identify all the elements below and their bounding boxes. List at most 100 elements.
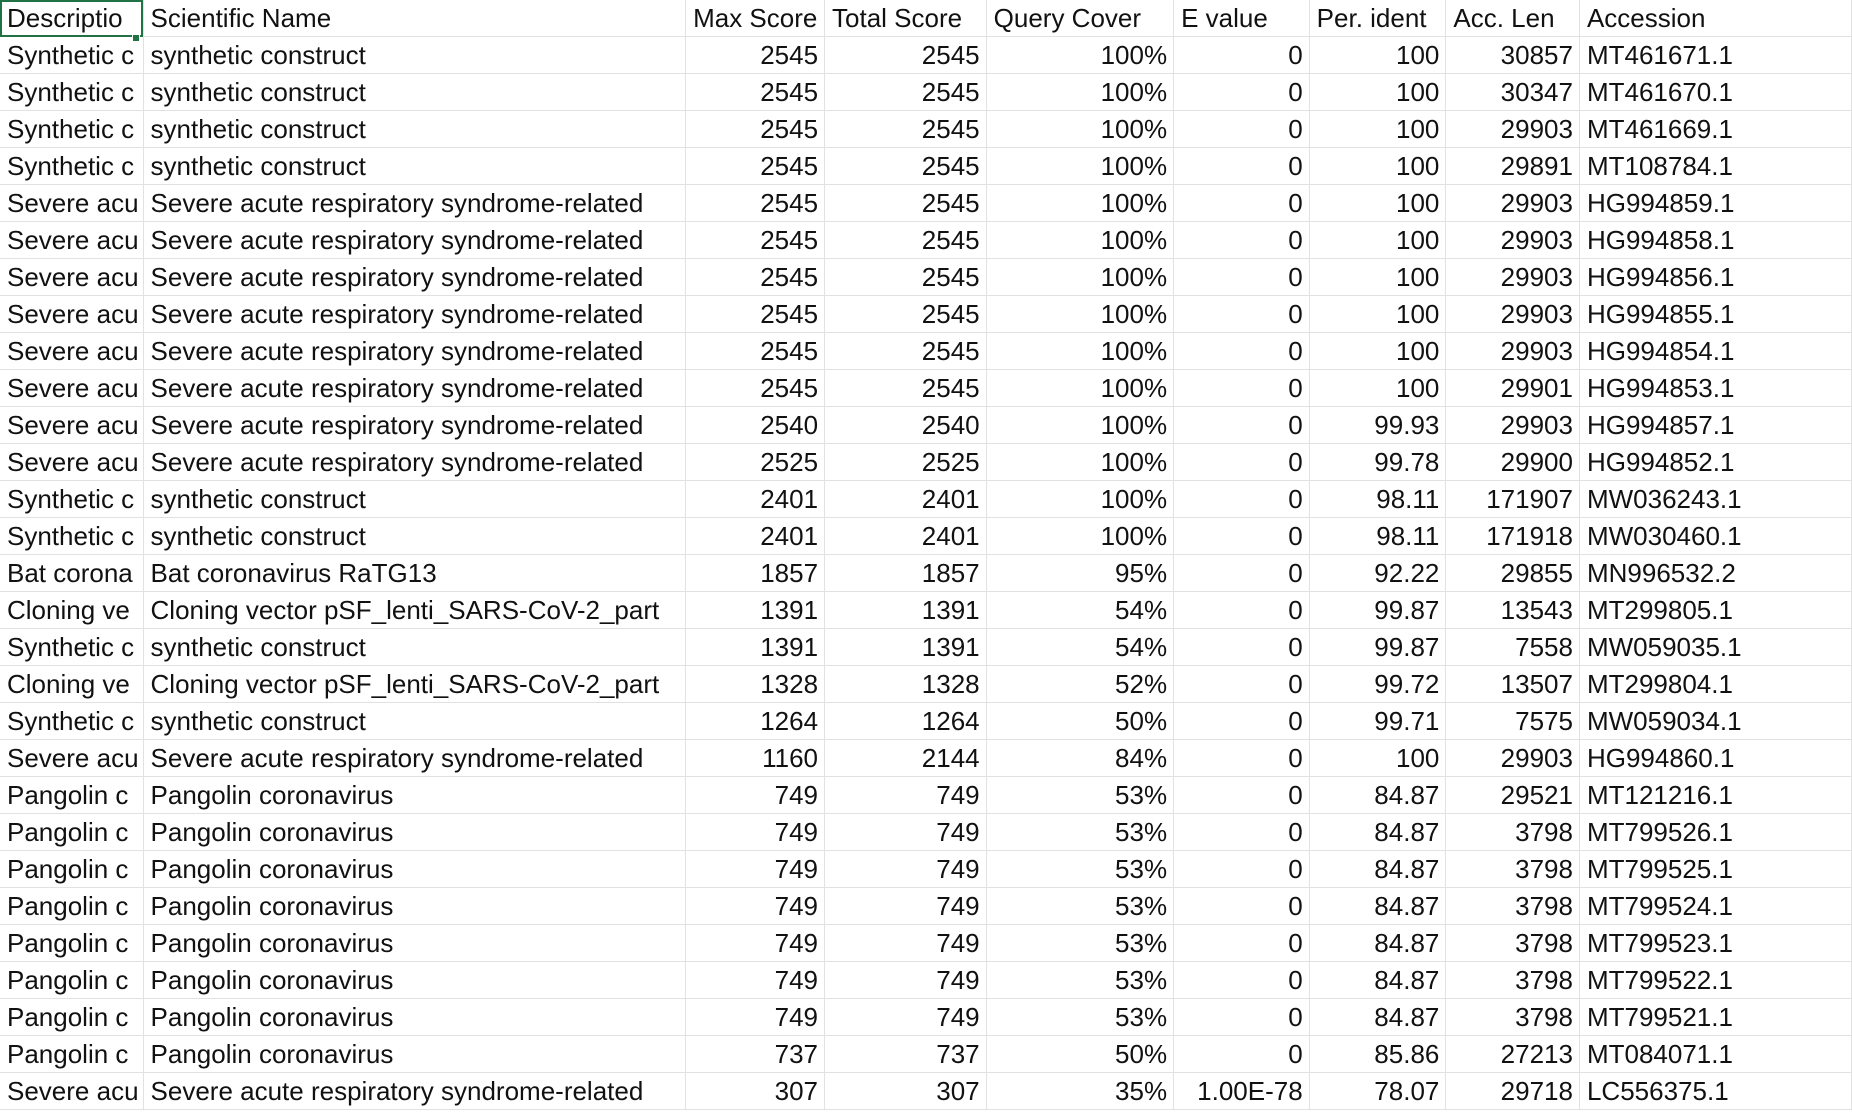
cell-description[interactable]: Severe acu (0, 295, 144, 333)
cell-accession[interactable]: MT799525.1 (1579, 850, 1852, 888)
cell-per-ident[interactable]: 84.87 (1309, 887, 1447, 925)
cell-total-score[interactable]: 1328 (824, 665, 987, 703)
cell-total-score[interactable]: 749 (824, 924, 987, 962)
cell-description[interactable]: Pangolin c (0, 850, 144, 888)
cell-scientific-name[interactable]: Cloning vector pSF_lenti_SARS-CoV-2_part (143, 665, 687, 703)
cell-scientific-name[interactable]: synthetic construct (143, 73, 687, 111)
cell-acc-len[interactable]: 3798 (1445, 998, 1580, 1036)
cell-max-score[interactable]: 1391 (685, 591, 826, 629)
cell-query-cover[interactable]: 100% (986, 184, 1175, 222)
cell-acc-len[interactable]: 29903 (1445, 110, 1580, 148)
cell-acc-len[interactable]: 3798 (1445, 961, 1580, 999)
cell-per-ident[interactable]: 100 (1309, 332, 1447, 370)
cell-total-score[interactable]: 1264 (824, 702, 987, 740)
cell-accession[interactable]: LC556375.1 (1579, 1072, 1852, 1110)
header-cell-e-value[interactable]: E value (1173, 0, 1310, 37)
cell-e-value[interactable]: 0 (1173, 1035, 1310, 1073)
cell-scientific-name[interactable]: synthetic construct (143, 628, 687, 666)
cell-description[interactable]: Cloning ve (0, 665, 144, 703)
cell-scientific-name[interactable]: Severe acute respiratory syndrome-relate… (143, 295, 687, 333)
cell-query-cover[interactable]: 100% (986, 369, 1175, 407)
cell-description[interactable]: Severe acu (0, 443, 144, 481)
cell-description[interactable]: Severe acu (0, 739, 144, 777)
cell-accession[interactable]: HG994859.1 (1579, 184, 1852, 222)
cell-total-score[interactable]: 2545 (824, 147, 987, 185)
cell-max-score[interactable]: 2545 (685, 184, 826, 222)
cell-accession[interactable]: HG994852.1 (1579, 443, 1852, 481)
cell-total-score[interactable]: 1391 (824, 591, 987, 629)
cell-acc-len[interactable]: 29855 (1445, 554, 1580, 592)
cell-e-value[interactable]: 0 (1173, 73, 1310, 111)
cell-max-score[interactable]: 2545 (685, 295, 826, 333)
cell-e-value[interactable]: 0 (1173, 369, 1310, 407)
cell-e-value[interactable]: 0 (1173, 406, 1310, 444)
cell-per-ident[interactable]: 100 (1309, 369, 1447, 407)
cell-description[interactable]: Pangolin c (0, 961, 144, 999)
cell-query-cover[interactable]: 53% (986, 850, 1175, 888)
cell-per-ident[interactable]: 98.11 (1309, 517, 1447, 555)
cell-scientific-name[interactable]: Severe acute respiratory syndrome-relate… (143, 369, 687, 407)
cell-description[interactable]: Synthetic c (0, 480, 144, 518)
cell-per-ident[interactable]: 84.87 (1309, 776, 1447, 814)
cell-max-score[interactable]: 2545 (685, 110, 826, 148)
cell-total-score[interactable]: 1857 (824, 554, 987, 592)
cell-e-value[interactable]: 0 (1173, 147, 1310, 185)
cell-total-score[interactable]: 1391 (824, 628, 987, 666)
cell-e-value[interactable]: 0 (1173, 36, 1310, 74)
cell-e-value[interactable]: 0 (1173, 332, 1310, 370)
cell-scientific-name[interactable]: Pangolin coronavirus (143, 813, 687, 851)
cell-per-ident[interactable]: 98.11 (1309, 480, 1447, 518)
header-cell-max-score[interactable]: Max Score (685, 0, 826, 37)
cell-acc-len[interactable]: 29903 (1445, 184, 1580, 222)
cell-scientific-name[interactable]: Pangolin coronavirus (143, 776, 687, 814)
cell-description[interactable]: Synthetic c (0, 110, 144, 148)
cell-accession[interactable]: MW030460.1 (1579, 517, 1852, 555)
cell-max-score[interactable]: 737 (685, 1035, 826, 1073)
cell-max-score[interactable]: 2545 (685, 332, 826, 370)
cell-accession[interactable]: HG994855.1 (1579, 295, 1852, 333)
cell-total-score[interactable]: 2545 (824, 258, 987, 296)
cell-max-score[interactable]: 2545 (685, 369, 826, 407)
cell-total-score[interactable]: 2545 (824, 332, 987, 370)
cell-max-score[interactable]: 749 (685, 887, 826, 925)
cell-e-value[interactable]: 0 (1173, 221, 1310, 259)
cell-per-ident[interactable]: 100 (1309, 36, 1447, 74)
cell-total-score[interactable]: 2401 (824, 517, 987, 555)
cell-e-value[interactable]: 0 (1173, 961, 1310, 999)
cell-scientific-name[interactable]: synthetic construct (143, 147, 687, 185)
cell-total-score[interactable]: 749 (824, 776, 987, 814)
cell-description[interactable]: Synthetic c (0, 628, 144, 666)
cell-acc-len[interactable]: 3798 (1445, 850, 1580, 888)
cell-acc-len[interactable]: 3798 (1445, 887, 1580, 925)
cell-accession[interactable]: HG994854.1 (1579, 332, 1852, 370)
cell-e-value[interactable]: 0 (1173, 480, 1310, 518)
fill-handle[interactable] (132, 34, 140, 42)
cell-total-score[interactable]: 2545 (824, 221, 987, 259)
cell-accession[interactable]: MT799523.1 (1579, 924, 1852, 962)
header-cell-acc-len[interactable]: Acc. Len (1445, 0, 1580, 37)
cell-e-value[interactable]: 0 (1173, 184, 1310, 222)
cell-per-ident[interactable]: 99.78 (1309, 443, 1447, 481)
cell-scientific-name[interactable]: Severe acute respiratory syndrome-relate… (143, 739, 687, 777)
cell-description[interactable]: Pangolin c (0, 887, 144, 925)
cell-scientific-name[interactable]: Pangolin coronavirus (143, 961, 687, 999)
cell-total-score[interactable]: 749 (824, 887, 987, 925)
cell-per-ident[interactable]: 84.87 (1309, 850, 1447, 888)
cell-acc-len[interactable]: 13543 (1445, 591, 1580, 629)
cell-total-score[interactable]: 307 (824, 1072, 987, 1110)
cell-accession[interactable]: MW036243.1 (1579, 480, 1852, 518)
cell-description[interactable]: Severe acu (0, 406, 144, 444)
cell-max-score[interactable]: 2545 (685, 258, 826, 296)
cell-per-ident[interactable]: 100 (1309, 73, 1447, 111)
cell-acc-len[interactable]: 171907 (1445, 480, 1580, 518)
cell-acc-len[interactable]: 29901 (1445, 369, 1580, 407)
cell-per-ident[interactable]: 92.22 (1309, 554, 1447, 592)
cell-scientific-name[interactable]: Bat coronavirus RaTG13 (143, 554, 687, 592)
cell-acc-len[interactable]: 29521 (1445, 776, 1580, 814)
cell-query-cover[interactable]: 53% (986, 998, 1175, 1036)
cell-acc-len[interactable]: 29903 (1445, 221, 1580, 259)
cell-query-cover[interactable]: 100% (986, 295, 1175, 333)
cell-per-ident[interactable]: 99.87 (1309, 591, 1447, 629)
cell-per-ident[interactable]: 100 (1309, 221, 1447, 259)
cell-query-cover[interactable]: 50% (986, 1035, 1175, 1073)
